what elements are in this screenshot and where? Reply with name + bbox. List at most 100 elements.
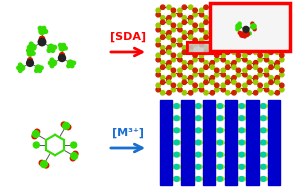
Circle shape (198, 165, 202, 169)
Circle shape (44, 163, 49, 168)
Circle shape (189, 5, 193, 9)
Bar (160, 173, 172, 185)
Circle shape (193, 88, 197, 92)
Circle shape (210, 80, 214, 84)
Circle shape (221, 57, 225, 62)
Circle shape (264, 88, 269, 92)
Circle shape (239, 128, 244, 133)
Circle shape (264, 38, 269, 43)
Circle shape (236, 12, 241, 17)
Circle shape (210, 35, 214, 40)
Circle shape (156, 83, 160, 88)
Circle shape (199, 12, 204, 17)
Circle shape (238, 141, 242, 144)
Circle shape (232, 60, 236, 65)
Circle shape (204, 65, 208, 69)
Circle shape (48, 44, 54, 50)
Circle shape (42, 26, 46, 30)
Circle shape (275, 80, 280, 84)
Bar (246, 173, 258, 185)
Circle shape (216, 177, 220, 181)
Circle shape (53, 45, 57, 49)
Circle shape (242, 141, 245, 144)
Circle shape (39, 160, 44, 165)
Circle shape (48, 61, 52, 65)
Circle shape (280, 27, 284, 32)
Circle shape (178, 8, 182, 12)
Circle shape (225, 15, 230, 20)
Circle shape (210, 76, 214, 80)
Circle shape (198, 141, 202, 144)
Circle shape (193, 68, 197, 73)
Circle shape (239, 140, 244, 145)
Circle shape (177, 116, 181, 120)
Circle shape (264, 8, 269, 12)
Bar (268, 161, 280, 173)
Circle shape (30, 44, 36, 50)
Circle shape (50, 64, 54, 68)
Circle shape (220, 116, 224, 120)
Circle shape (199, 43, 204, 47)
Circle shape (182, 60, 186, 65)
Circle shape (210, 31, 214, 35)
Circle shape (280, 23, 284, 28)
Circle shape (236, 38, 241, 43)
Circle shape (178, 68, 182, 73)
Circle shape (58, 43, 62, 47)
Circle shape (182, 15, 186, 20)
Circle shape (160, 31, 165, 35)
Circle shape (208, 135, 210, 138)
Circle shape (251, 135, 254, 138)
Circle shape (189, 46, 193, 50)
Circle shape (275, 76, 280, 80)
Circle shape (156, 53, 160, 57)
Circle shape (236, 53, 241, 57)
Circle shape (182, 20, 186, 24)
Circle shape (160, 15, 165, 20)
Circle shape (269, 60, 273, 65)
Circle shape (260, 177, 263, 181)
Circle shape (273, 135, 275, 138)
Circle shape (214, 12, 219, 17)
Circle shape (258, 83, 262, 88)
Circle shape (243, 35, 246, 38)
Circle shape (225, 5, 230, 9)
Circle shape (216, 128, 220, 132)
Circle shape (194, 104, 198, 108)
Circle shape (269, 5, 273, 9)
Circle shape (243, 83, 247, 88)
Circle shape (173, 128, 177, 132)
Circle shape (189, 80, 193, 84)
Circle shape (269, 46, 273, 50)
Circle shape (232, 5, 236, 9)
Circle shape (196, 128, 201, 133)
Bar (181, 149, 194, 161)
Circle shape (194, 177, 198, 181)
Circle shape (58, 54, 65, 61)
Circle shape (194, 128, 198, 132)
Circle shape (199, 23, 204, 28)
Circle shape (261, 128, 266, 133)
Circle shape (230, 123, 232, 125)
Circle shape (186, 147, 189, 150)
Circle shape (177, 153, 181, 157)
Circle shape (280, 83, 284, 88)
Circle shape (275, 35, 280, 40)
Circle shape (32, 134, 37, 139)
Circle shape (27, 51, 33, 56)
Circle shape (239, 177, 244, 181)
Circle shape (199, 72, 204, 77)
Bar (181, 173, 194, 185)
Circle shape (247, 46, 252, 50)
Circle shape (260, 153, 263, 157)
Circle shape (221, 88, 225, 92)
Circle shape (216, 116, 220, 120)
Circle shape (171, 72, 176, 77)
Circle shape (239, 164, 244, 169)
Circle shape (220, 141, 224, 144)
Circle shape (156, 72, 160, 77)
Circle shape (247, 20, 252, 24)
Circle shape (258, 23, 262, 28)
Circle shape (243, 8, 247, 12)
Circle shape (29, 49, 33, 52)
